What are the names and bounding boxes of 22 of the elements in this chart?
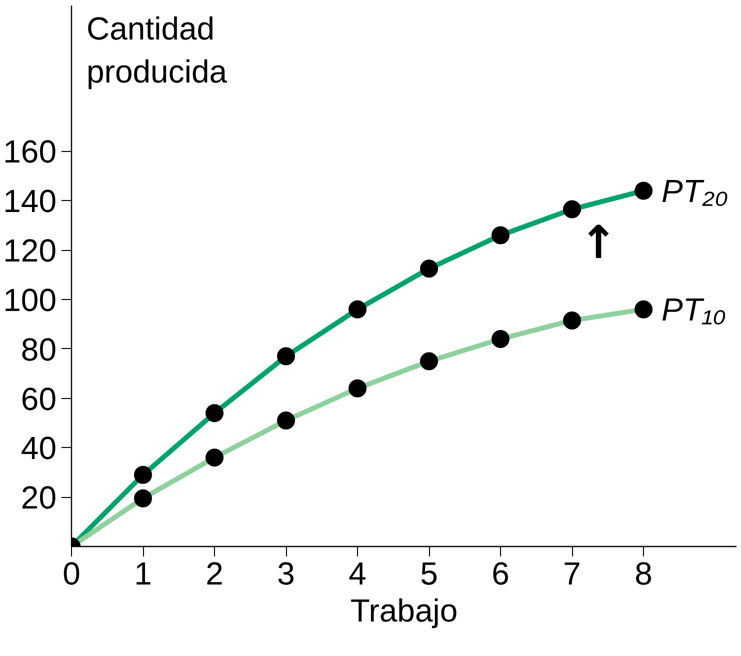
x-tick-label: 2 (206, 556, 224, 592)
y-tick-label: 120 (3, 232, 56, 269)
series-label: PT₁₀ (662, 291, 726, 328)
x-tick-label: 0 (62, 556, 80, 592)
x-tick-label: 4 (348, 556, 366, 592)
y-tick-label: 160 (3, 134, 56, 170)
annotation: ↑ (580, 216, 618, 269)
y-tick-label: 140 (3, 183, 56, 220)
x-tick-label: 8 (634, 556, 652, 592)
x-axis-title: Trabajo (350, 592, 458, 628)
y-tick-label: 40 (20, 430, 56, 466)
x-tick-label: 1 (134, 556, 152, 592)
series-label: PT₂₀ (662, 172, 728, 209)
x-tick-label: 3 (277, 556, 295, 592)
x-tick-label: 7 (563, 556, 581, 592)
y-tick-label: 100 (3, 282, 56, 318)
x-tick-label: 6 (492, 556, 510, 592)
x-tick-label: 5 (420, 556, 438, 592)
y-axis-title: Cantidad producida (86, 10, 228, 90)
y-tick-label: 20 (20, 480, 56, 516)
y-tick-label: 80 (20, 331, 56, 368)
y-tick-label: 60 (20, 380, 56, 417)
